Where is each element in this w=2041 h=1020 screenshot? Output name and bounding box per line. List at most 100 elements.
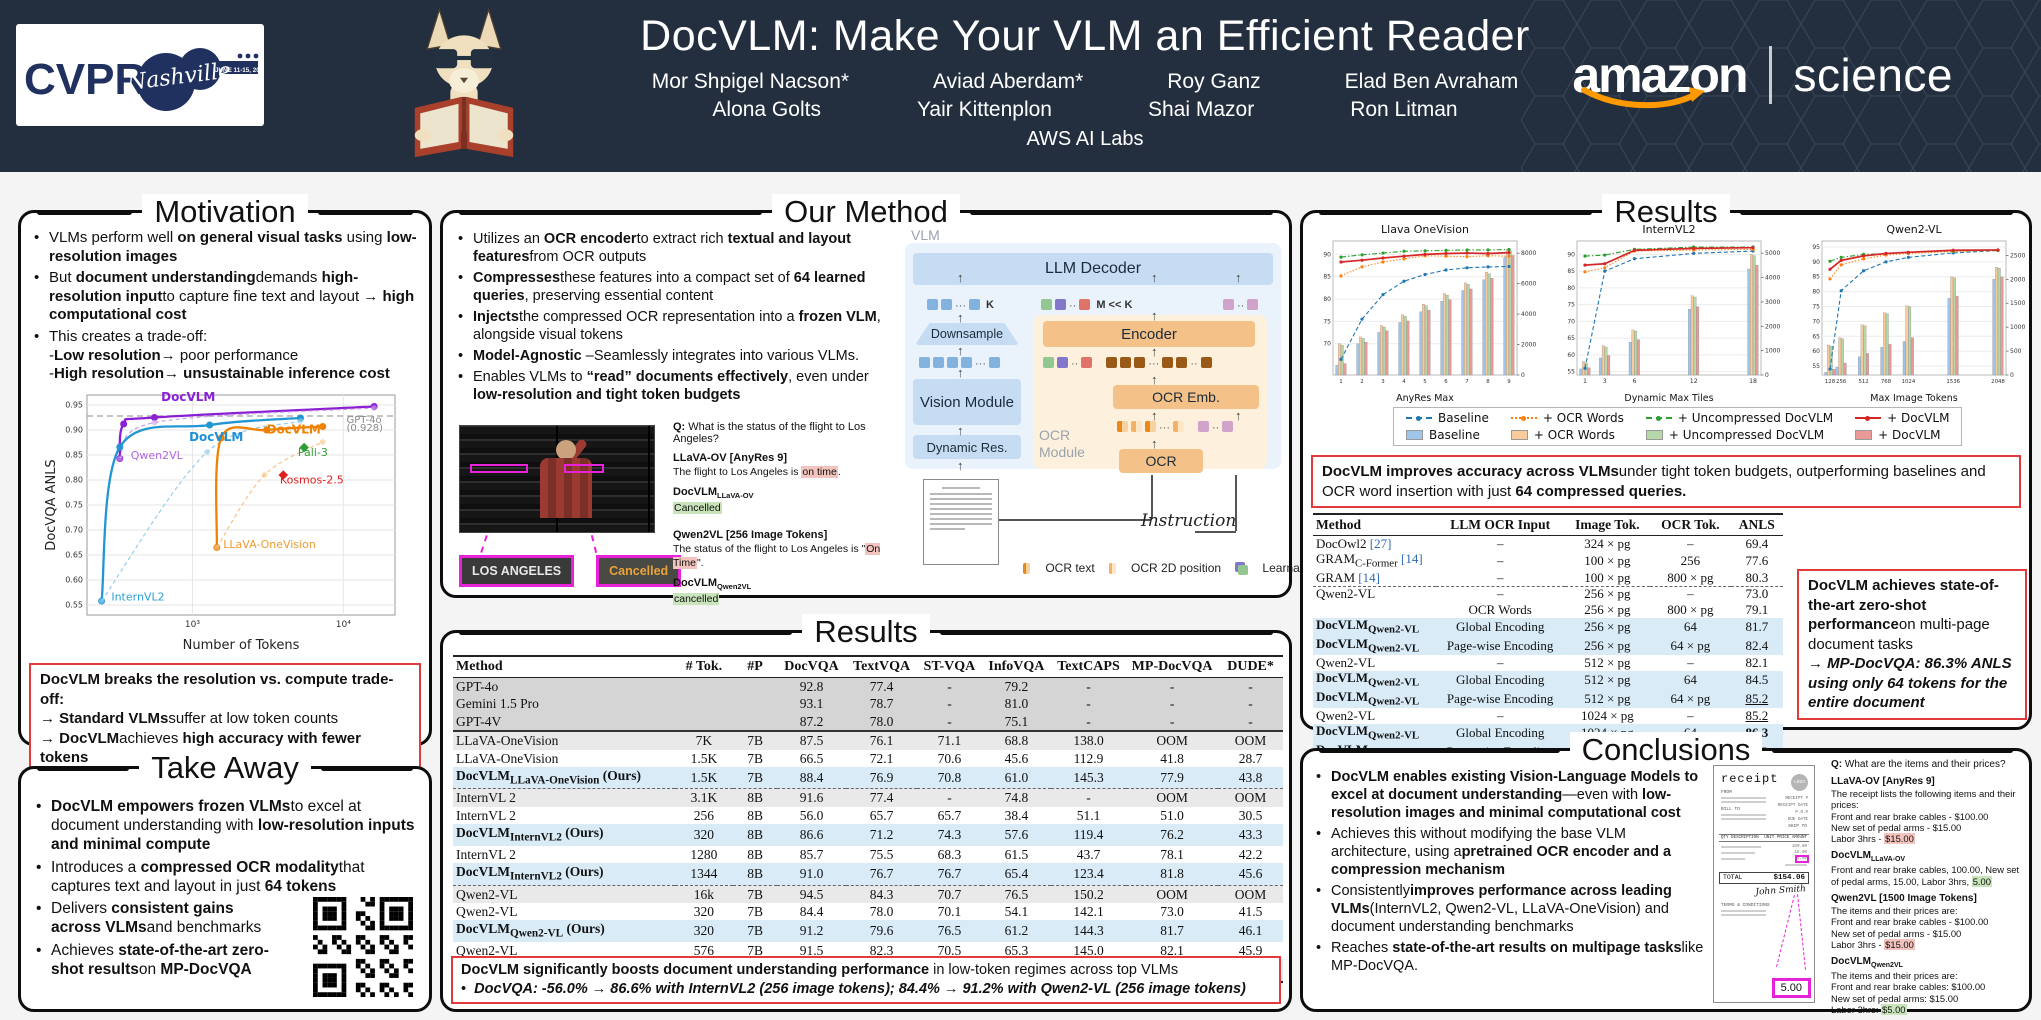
benchmark-table: Method # Tok. #P DocVQA TextVQA ST-VQA InfoVQA… xyxy=(453,655,1283,983)
table-cell: DocVLMQwen2-VL xyxy=(1316,617,1420,636)
table-row: LLaVA-OneVision 1.5K 7B 66.5 72.1 70.6 45.6 112… xyxy=(453,750,1283,767)
llava-chart: Llava OneVision7075808590020004000600080… xyxy=(1323,223,1536,404)
chart-legend: Baseline + OCR Words + Uncompressed DocV… xyxy=(1393,407,1963,446)
svg-text:80: 80 xyxy=(1812,289,1820,296)
table-cell: OOM xyxy=(1126,884,1219,903)
svg-text:0: 0 xyxy=(2010,372,2014,379)
table-row: GPT-4V 87.2 78.0 - 75.1 - - - xyxy=(453,712,1283,732)
column-header: ANLS xyxy=(1730,514,1783,536)
arrow-up-icon xyxy=(957,459,964,472)
author: Roy Ganz xyxy=(1167,70,1261,93)
svg-text:512: 512 xyxy=(1858,379,1868,385)
connector-line xyxy=(1235,475,1237,531)
bullet: But document understandingdemands high-r… xyxy=(29,269,425,325)
column-header: DocVQA xyxy=(777,656,847,678)
table-cell: 85.7 xyxy=(799,846,824,862)
table-cell: 41.8 xyxy=(1160,750,1184,766)
table-row: Qwen2-VL 576 7B 91.5 82.3 70.5 65.3 145.0 82.1 45… xyxy=(453,942,1283,959)
table-row: Qwen2-VL 16k 7B 94.5 84.3 70.7 76.5 150.2 OOM OOM xyxy=(453,884,1283,903)
table-row: GPT-4o 92.8 77.4 - 79.2 - - - xyxy=(453,677,1283,696)
svg-text:3: 3 xyxy=(1381,379,1384,385)
table-cell: 78.1 xyxy=(1160,846,1184,862)
table-cell: 512 × pg xyxy=(1584,690,1631,706)
bullet: Utilizes an OCR encoderto extract rich t… xyxy=(453,231,901,267)
table-cell: OCR Words xyxy=(1468,601,1532,617)
table-cell: 73.0 xyxy=(1160,903,1184,919)
table-cell: 78.7 xyxy=(869,696,894,712)
table-cell: 69.4 xyxy=(1745,535,1769,551)
ocr-tokens-row xyxy=(1117,419,1234,434)
svg-text:DocVLM: DocVLM xyxy=(161,390,215,404)
table-cell: 71.1 xyxy=(917,730,982,750)
receipt-terms: TERMS & CONDITIONS xyxy=(1721,903,1770,908)
table-cell: OOM xyxy=(1126,788,1219,807)
svg-text:Qwen2-VL: Qwen2-VL xyxy=(1886,223,1942,236)
instruction-tokens-top xyxy=(1223,297,1259,312)
arrow-up-icon xyxy=(957,344,964,357)
table-cell: 256 × pg xyxy=(1584,601,1631,617)
table-cell: 7B xyxy=(747,903,763,919)
flight-board-photo xyxy=(459,425,655,533)
input-document-thumbnail xyxy=(923,479,999,565)
column-header: ST-VQA xyxy=(917,656,982,678)
table-cell: 150.2 xyxy=(1050,884,1127,903)
motivation-bullets: VLMs perform well on general visual task… xyxy=(29,229,425,387)
amazon-text: amazon xyxy=(1572,46,1748,103)
svg-text:1536: 1536 xyxy=(1946,379,1960,385)
table-cell: GPT-4V xyxy=(456,713,502,729)
svg-text:90: 90 xyxy=(1323,251,1331,258)
table-cell: - xyxy=(917,788,982,807)
vision-module-box: Vision Module xyxy=(913,379,1021,425)
table-header-row: Method LLM OCR Input Image Tok. OCR Tok. ANL… xyxy=(1313,514,1783,536)
table-cell: 41.5 xyxy=(1238,903,1263,919)
amazon-smile-icon xyxy=(1581,86,1706,108)
table-row: GRAM [14] – 100 × pg 800 × pg 80.3 xyxy=(1313,570,1783,586)
svg-text:0.65: 0.65 xyxy=(65,551,83,560)
svg-text:0.90: 0.90 xyxy=(65,426,83,435)
crops-row: LOS ANGELES Cancelled xyxy=(459,555,682,587)
table-cell: 43.3 xyxy=(1238,827,1263,843)
table-cell: 78.0 xyxy=(869,903,894,919)
table-cell xyxy=(733,678,777,696)
llm-decoder-box: LLM Decoder xyxy=(913,253,1273,285)
svg-text:2: 2 xyxy=(1360,379,1363,385)
table-cell: 1344 xyxy=(690,866,718,882)
encoder-input-tokens xyxy=(1043,355,1212,370)
table-cell: 65.7 xyxy=(869,807,894,823)
svg-text:Pali-3: Pali-3 xyxy=(298,446,328,459)
svg-text:128: 128 xyxy=(1825,379,1836,385)
arrow-up-icon xyxy=(1151,345,1158,358)
table-cell: 79.1 xyxy=(1745,601,1769,617)
authors-row-2: Alona Golts Yair Kittenplon Shai Mazor R… xyxy=(580,98,1590,122)
table-cell: 84.5 xyxy=(1745,671,1769,687)
svg-text:18: 18 xyxy=(1750,378,1758,385)
table-cell: 84.3 xyxy=(846,884,918,903)
conference-dates: JUNE 11-15, 2025 xyxy=(215,67,264,74)
table-cell: DocVLMQwen2-VL xyxy=(1316,689,1420,708)
science-text: science xyxy=(1793,49,1953,101)
bullet: This creates a trade-off:-Low resolution… xyxy=(29,328,425,384)
table-cell: 45.9 xyxy=(1238,942,1263,958)
table-cell: - xyxy=(1086,713,1091,729)
model-name: DocVLMQwen2VL xyxy=(673,576,752,591)
table-cell: 145.3 xyxy=(1073,769,1104,785)
panel-title: Our Method xyxy=(459,192,1273,232)
table-cell: 1.5K xyxy=(690,750,718,766)
arrow-up-icon xyxy=(1151,309,1158,322)
svg-text:2500: 2500 xyxy=(2010,252,2025,259)
motivation-panel: Motivation VLMs perform well on general … xyxy=(18,194,432,775)
table-cell: – xyxy=(1650,585,1731,603)
table-cell: 16k xyxy=(674,884,734,903)
table-cell: 61.2 xyxy=(1004,923,1029,939)
table-cell: 76.2 xyxy=(1160,827,1184,843)
table-row: Qwen2-VL – 512 × pg – 82.1 xyxy=(1313,655,1783,671)
arrow-up-icon xyxy=(1151,271,1158,284)
table-cell: - xyxy=(1050,788,1127,807)
author: Mor Shpigel Nacson* xyxy=(651,70,850,93)
internvl-chart: InternVL2 55 60 65 70 75 80 85 90 0 1000 2000 3000 40… xyxy=(1568,223,1781,404)
svg-text:3000: 3000 xyxy=(1765,299,1780,306)
svg-text:65: 65 xyxy=(1812,333,1820,340)
author: Alona Golts xyxy=(712,98,821,121)
table-cell: 7B xyxy=(747,769,763,785)
table-cell: - xyxy=(947,713,952,729)
